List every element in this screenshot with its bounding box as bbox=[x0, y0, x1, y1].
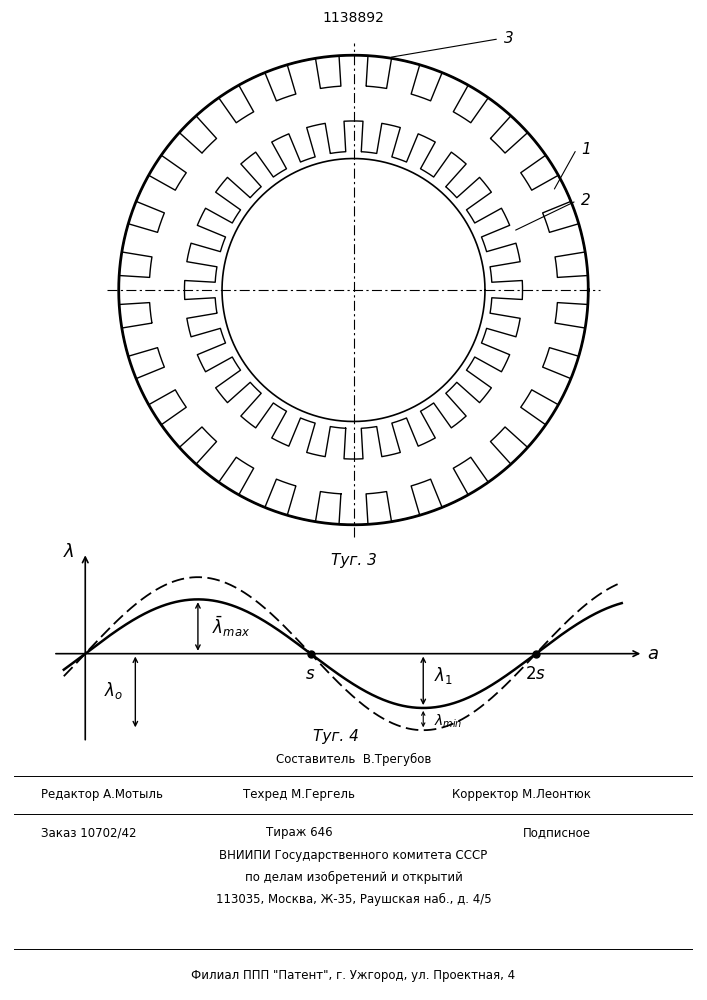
Text: по делам изобретений и открытий: по делам изобретений и открытий bbox=[245, 871, 462, 884]
Text: Подписное: Подписное bbox=[523, 826, 591, 839]
Text: Тираж 646: Тираж 646 bbox=[266, 826, 332, 839]
Text: 113035, Москва, Ж-35, Раушская наб., д. 4/5: 113035, Москва, Ж-35, Раушская наб., д. … bbox=[216, 893, 491, 906]
Text: $\bar{\lambda}_{max}$: $\bar{\lambda}_{max}$ bbox=[212, 614, 250, 639]
Text: Составитель  В.Трегубов: Составитель В.Трегубов bbox=[276, 752, 431, 766]
Text: Филиал ППП "Патент", г. Ужгород, ул. Проектная, 4: Филиал ППП "Патент", г. Ужгород, ул. Про… bbox=[192, 969, 515, 982]
Text: $2s$: $2s$ bbox=[525, 665, 547, 683]
Text: $\lambda_1$: $\lambda_1$ bbox=[434, 665, 453, 686]
Text: 1: 1 bbox=[581, 142, 591, 157]
Text: Заказ 10702/42: Заказ 10702/42 bbox=[41, 826, 136, 839]
Text: Техред М.Гергель: Техред М.Гергель bbox=[243, 788, 355, 801]
Text: Корректор М.Леонтюк: Корректор М.Леонтюк bbox=[452, 788, 591, 801]
Text: $s$: $s$ bbox=[305, 665, 316, 683]
Text: 3: 3 bbox=[504, 31, 513, 46]
Text: Τуг. 4: Τуг. 4 bbox=[312, 729, 358, 744]
Text: $\lambda$: $\lambda$ bbox=[63, 543, 74, 561]
Text: Τуг. 3: Τуг. 3 bbox=[331, 553, 376, 568]
Text: 1138892: 1138892 bbox=[322, 11, 385, 25]
Text: Редактор А.Мотыль: Редактор А.Мотыль bbox=[41, 788, 163, 801]
Text: ВНИИПИ Государственного комитета СССР: ВНИИПИ Государственного комитета СССР bbox=[219, 849, 488, 862]
Text: 2: 2 bbox=[581, 193, 591, 208]
Text: $\lambda_o$: $\lambda_o$ bbox=[105, 680, 124, 701]
Text: $a$: $a$ bbox=[647, 645, 659, 663]
Text: $\lambda_{min}$: $\lambda_{min}$ bbox=[434, 713, 462, 730]
